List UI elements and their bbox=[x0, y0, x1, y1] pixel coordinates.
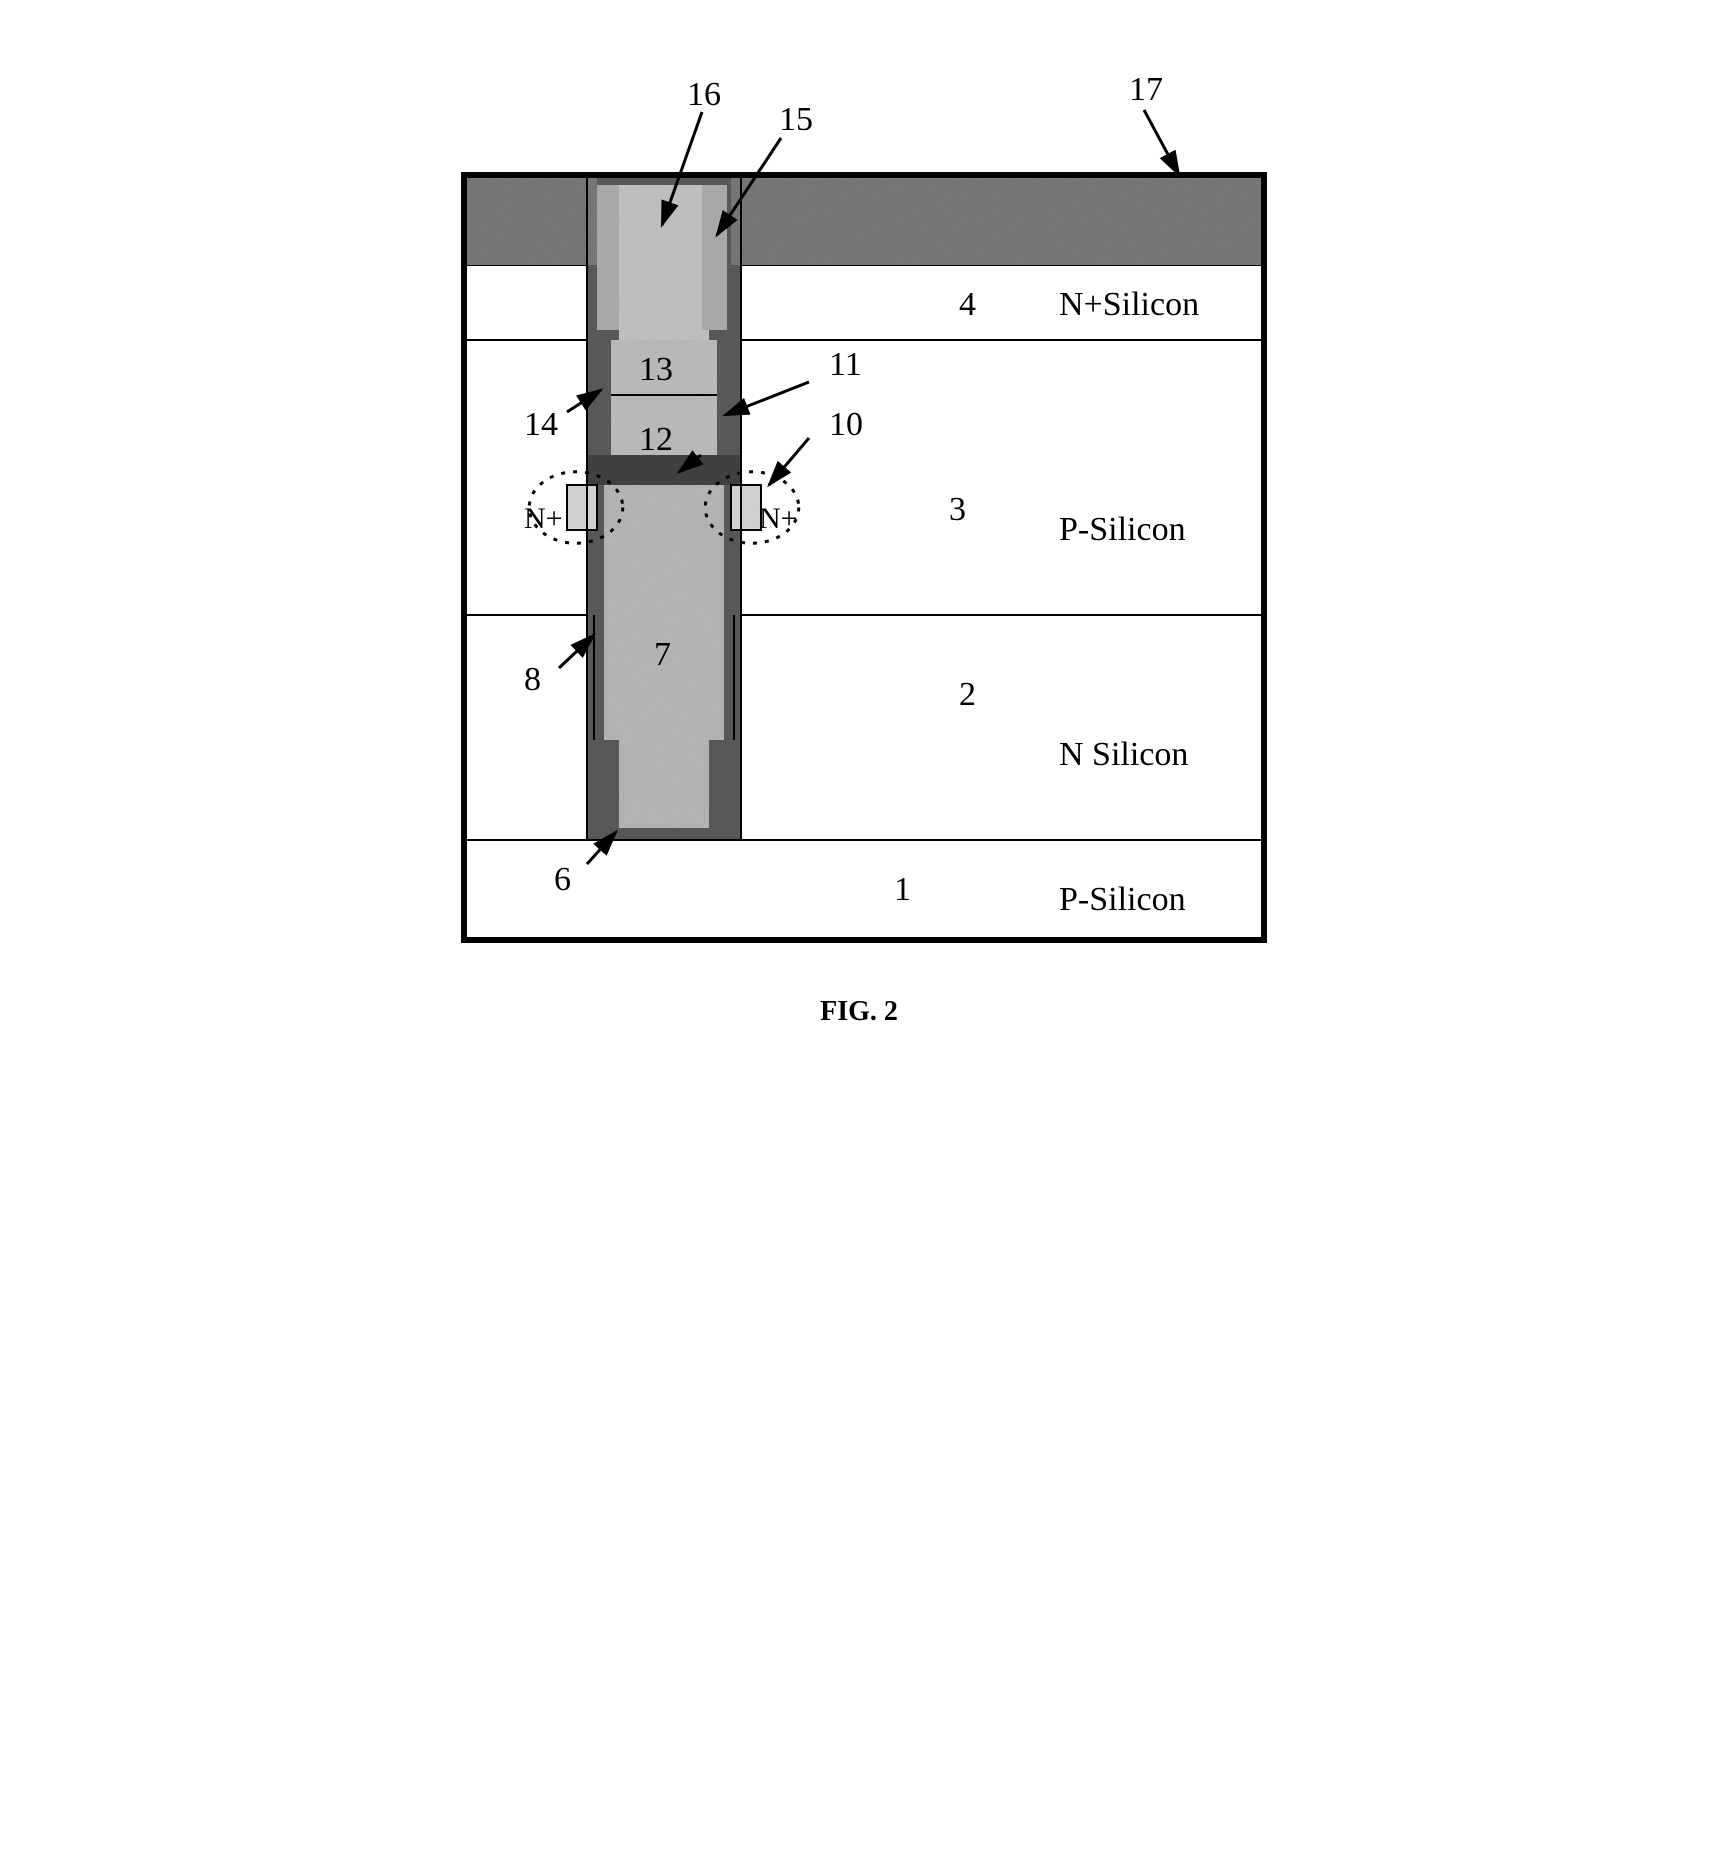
region-7-upper-tex bbox=[604, 485, 724, 740]
layer-2 bbox=[464, 615, 1264, 840]
leader-arrow-2 bbox=[1144, 110, 1179, 175]
top-metal-band bbox=[464, 175, 1264, 265]
n-plus-pocket-left bbox=[567, 485, 597, 530]
label-l12: 12 bbox=[639, 421, 673, 458]
region-15-left bbox=[597, 185, 619, 330]
label-l14: 14 bbox=[524, 406, 558, 443]
label-l6: 6 bbox=[554, 861, 571, 898]
region-17-texture bbox=[464, 175, 1264, 265]
label-l3: 3 bbox=[949, 491, 966, 528]
figure-caption: FIG. 2 bbox=[820, 996, 898, 1027]
label-l2: 2 bbox=[959, 676, 976, 713]
label-l16: 16 bbox=[687, 76, 721, 113]
label-l3n: P-Silicon bbox=[1059, 511, 1186, 548]
label-l1: 1 bbox=[894, 871, 911, 908]
label-l10: 10 bbox=[829, 406, 863, 443]
label-l11: 11 bbox=[829, 346, 862, 383]
figure-container: 1615174N+Silicon13111412103P-Silicon782N… bbox=[409, 40, 1309, 1040]
layer-3 bbox=[464, 340, 1264, 615]
label-nplus_right: N+ bbox=[759, 502, 798, 535]
region-16-tex bbox=[619, 185, 709, 340]
cross-section-diagram: 1615174N+Silicon13111412103P-Silicon782N… bbox=[409, 40, 1309, 1040]
label-l4: 4 bbox=[959, 286, 976, 323]
label-l7: 7 bbox=[654, 636, 671, 673]
n-plus-pocket-right bbox=[731, 485, 761, 530]
label-l1n: P-Silicon bbox=[1059, 881, 1186, 918]
region-12 bbox=[587, 455, 741, 485]
region-7-lower-tex bbox=[619, 740, 709, 828]
label-l8: 8 bbox=[524, 661, 541, 698]
silicon-layers bbox=[464, 265, 1264, 940]
region-15 bbox=[702, 185, 727, 330]
label-l4n: N+Silicon bbox=[1059, 286, 1199, 323]
label-l2n: N Silicon bbox=[1059, 736, 1188, 773]
label-l15: 15 bbox=[779, 101, 813, 138]
label-l17: 17 bbox=[1129, 71, 1163, 108]
label-nplus_left: N+ bbox=[524, 502, 563, 535]
label-l13: 13 bbox=[639, 351, 673, 388]
